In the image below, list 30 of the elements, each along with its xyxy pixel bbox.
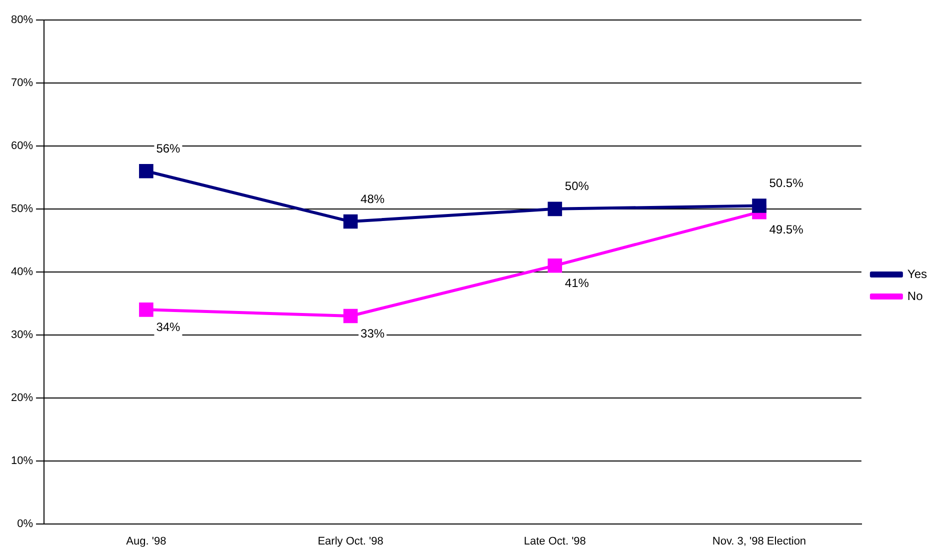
data-label: 56% [156,141,181,156]
y-tick-label: 30% [10,328,34,341]
x-tick-label: Aug. '98 [126,535,166,548]
data-label: 49.5% [769,222,804,236]
point [139,302,154,317]
point [343,214,358,229]
point [548,258,562,273]
point [139,164,154,178]
y-tick-label: 60% [10,140,34,152]
y-tick-label: 70% [10,77,34,90]
legend-label: No [907,288,924,303]
data-label: 50.5% [769,176,804,190]
x-tick-label: Nov. 3, '98 Election [712,535,806,548]
x-tick-label: Late Oct. '98 [524,535,586,548]
y-tick-label: 20% [10,392,34,404]
data-label: 41% [564,276,590,290]
data-label: 34% [156,320,181,334]
point [343,308,358,324]
data-label: 48% [360,192,385,206]
y-tick-label: 10% [10,454,34,467]
data-label: 50% [564,179,590,194]
legend-label: Yes [907,266,927,281]
y-tick-label: 40% [10,266,34,278]
x-tick-label: Early Oct. '98 [318,535,384,548]
y-tick-label: 0% [17,518,34,530]
point [548,202,562,216]
data-label: 33% [360,326,385,340]
y-tick-label: 50% [10,202,34,215]
y-tick-label: 80% [10,14,34,26]
point [752,198,766,213]
